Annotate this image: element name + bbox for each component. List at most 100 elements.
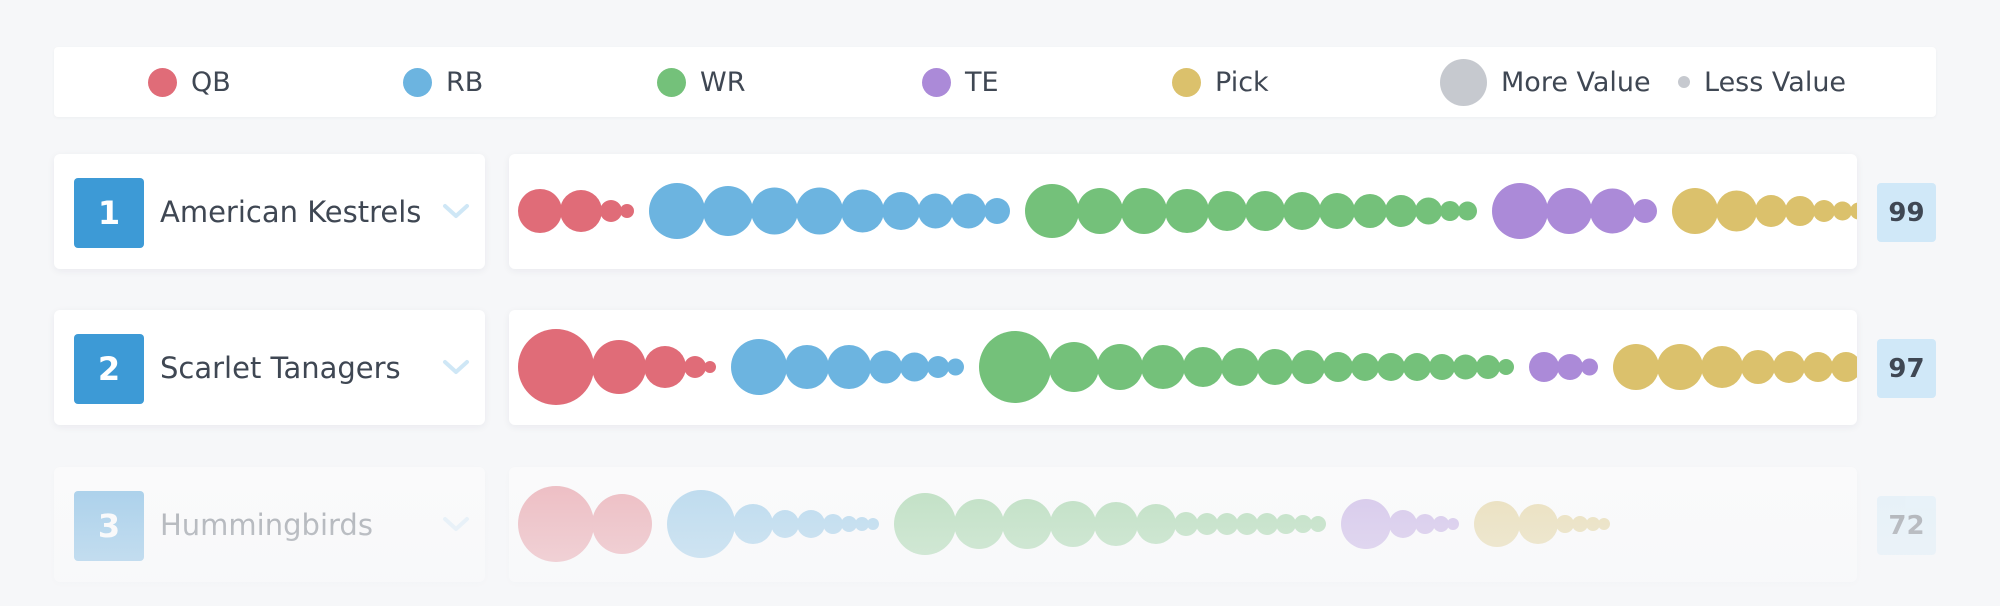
rank-badge: 1 [74,178,144,248]
legend-item-pick: Pick [1172,47,1269,117]
wr-asset-bubble [1440,201,1460,221]
team-card[interactable]: 3 Hummingbirds [54,467,485,582]
qb-asset-bubble [620,204,634,218]
wr-asset-bubble [1276,514,1296,534]
rb-asset-bubble [796,187,843,235]
wr-asset-bubble [1097,344,1143,390]
team-card[interactable]: 1 American Kestrels [54,154,485,269]
rb-asset-bubble [867,518,879,530]
wr-asset-bubble [1476,355,1500,379]
legend-label: Less Value [1704,66,1847,98]
te-asset-bubble [1529,352,1559,382]
wr-dot-icon [657,67,686,97]
wr-asset-bubble [1403,353,1431,381]
qb-asset-bubble [518,486,594,562]
pick-asset-bubble [1474,501,1520,547]
qb-asset-bubble [704,361,716,373]
rb-asset-bubble [823,514,843,534]
legend-label: RB [446,66,484,98]
wr-asset-bubble [1183,347,1223,387]
rb-asset-bubble [649,183,705,239]
team-name: Scarlet Tanagers [160,350,401,385]
legend-item-less-value: Less Value [1678,47,1846,117]
position-legend: QB RB WR TE Pick More Value Less Value [54,47,1936,117]
pick-asset-bubble [1586,517,1600,531]
rb-asset-bubble [751,187,798,235]
rb-asset-bubble [797,510,825,538]
te-asset-bubble [1581,358,1598,376]
wr-asset-bubble [1310,516,1326,532]
te-asset-bubble [1546,188,1592,234]
rb-asset-bubble [984,198,1010,224]
wr-asset-bubble [1453,354,1478,380]
legend-label: TE [965,66,999,98]
pick-asset-bubble [1741,350,1775,384]
pick-asset-bubble [1833,201,1852,221]
rb-asset-bubble [855,517,869,531]
wr-asset-bubble [1385,195,1417,227]
asset-bubble-strip [509,467,1857,582]
wr-asset-bubble [1353,194,1387,228]
rb-asset-bubble [785,345,829,389]
wr-asset-bubble [1294,515,1312,533]
team-score: 99 [1877,183,1936,242]
asset-bubble-strip [509,310,1857,425]
wr-asset-bubble [1291,350,1325,384]
te-asset-bubble [1415,514,1435,534]
wr-asset-bubble [1077,188,1123,234]
wr-asset-bubble [1165,189,1209,233]
wr-asset-bubble [1236,513,1258,535]
rb-asset-bubble [703,186,753,236]
rb-asset-bubble [841,189,884,233]
te-asset-bubble [1557,354,1583,380]
rb-asset-bubble [771,510,799,538]
wr-asset-bubble [1498,359,1514,375]
wr-asset-bubble [1049,342,1099,392]
pick-asset-bubble [1598,518,1610,530]
qb-asset-bubble [592,340,646,394]
wr-asset-bubble [979,331,1051,403]
pick-asset-bubble [1613,344,1659,390]
wr-asset-bubble [1377,353,1405,381]
team-name: Hummingbirds [160,507,373,542]
chevron-down-icon[interactable] [440,195,472,227]
legend-item-more-value: More Value [1440,47,1651,117]
rb-asset-bubble [918,193,953,229]
pick-asset-bubble [1716,190,1757,232]
wr-asset-bubble [1094,502,1138,546]
te-asset-bubble [1341,499,1391,549]
pick-asset-bubble [1657,344,1703,390]
rb-asset-bubble [927,356,949,378]
wr-asset-bubble [1141,345,1185,389]
te-asset-bubble [1447,518,1459,530]
team-card[interactable]: 2 Scarlet Tanagers [54,310,485,425]
pick-dot-icon [1172,67,1201,97]
rank-badge: 2 [74,334,144,404]
pick-asset-bubble [1803,352,1833,382]
rb-asset-bubble [733,504,773,544]
chevron-down-icon[interactable] [440,508,472,540]
wr-asset-bubble [1196,513,1218,535]
team-name: American Kestrels [160,194,422,229]
rb-dot-icon [403,67,432,97]
chevron-down-icon[interactable] [440,351,472,383]
te-asset-bubble [1492,183,1548,239]
pick-asset-bubble [1518,504,1558,544]
wr-asset-bubble [1121,188,1167,234]
wr-asset-bubble [1002,499,1052,549]
wr-asset-bubble [1174,512,1198,536]
legend-item-qb: QB [148,47,231,117]
wr-asset-bubble [1351,353,1379,381]
wr-asset-bubble [1050,501,1096,547]
wr-asset-bubble [1319,193,1355,229]
wr-asset-bubble [1221,348,1259,386]
qb-asset-bubble [518,189,562,233]
wr-asset-bubble [1283,192,1321,230]
qb-asset-bubble [600,200,622,222]
te-asset-bubble [1590,188,1635,234]
wr-asset-bubble [894,493,956,555]
asset-bubbles [518,183,1857,239]
legend-label: WR [700,66,746,98]
asset-bubbles [518,486,1610,562]
legend-item-wr: WR [657,47,745,117]
